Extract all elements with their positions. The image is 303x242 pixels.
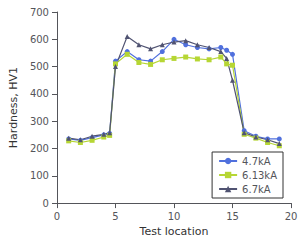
svg-text:6.7kA: 6.7kA xyxy=(242,184,271,195)
svg-text:600: 600 xyxy=(30,34,49,45)
svg-text:5: 5 xyxy=(112,211,118,222)
svg-text:4.7kA: 4.7kA xyxy=(242,156,271,167)
svg-text:700: 700 xyxy=(30,7,49,18)
svg-text:15: 15 xyxy=(226,211,239,222)
svg-text:6.13kA: 6.13kA xyxy=(242,170,277,181)
svg-text:10: 10 xyxy=(168,211,181,222)
svg-text:300: 300 xyxy=(30,116,49,127)
svg-text:0: 0 xyxy=(54,211,60,222)
svg-text:0: 0 xyxy=(43,198,49,209)
svg-text:100: 100 xyxy=(30,170,49,181)
svg-text:400: 400 xyxy=(30,88,49,99)
svg-text:500: 500 xyxy=(30,61,49,72)
svg-text:200: 200 xyxy=(30,143,49,154)
svg-text:Test location: Test location xyxy=(139,225,209,238)
svg-text:Hardness, HV1: Hardness, HV1 xyxy=(7,67,20,148)
svg-text:20: 20 xyxy=(285,211,298,222)
